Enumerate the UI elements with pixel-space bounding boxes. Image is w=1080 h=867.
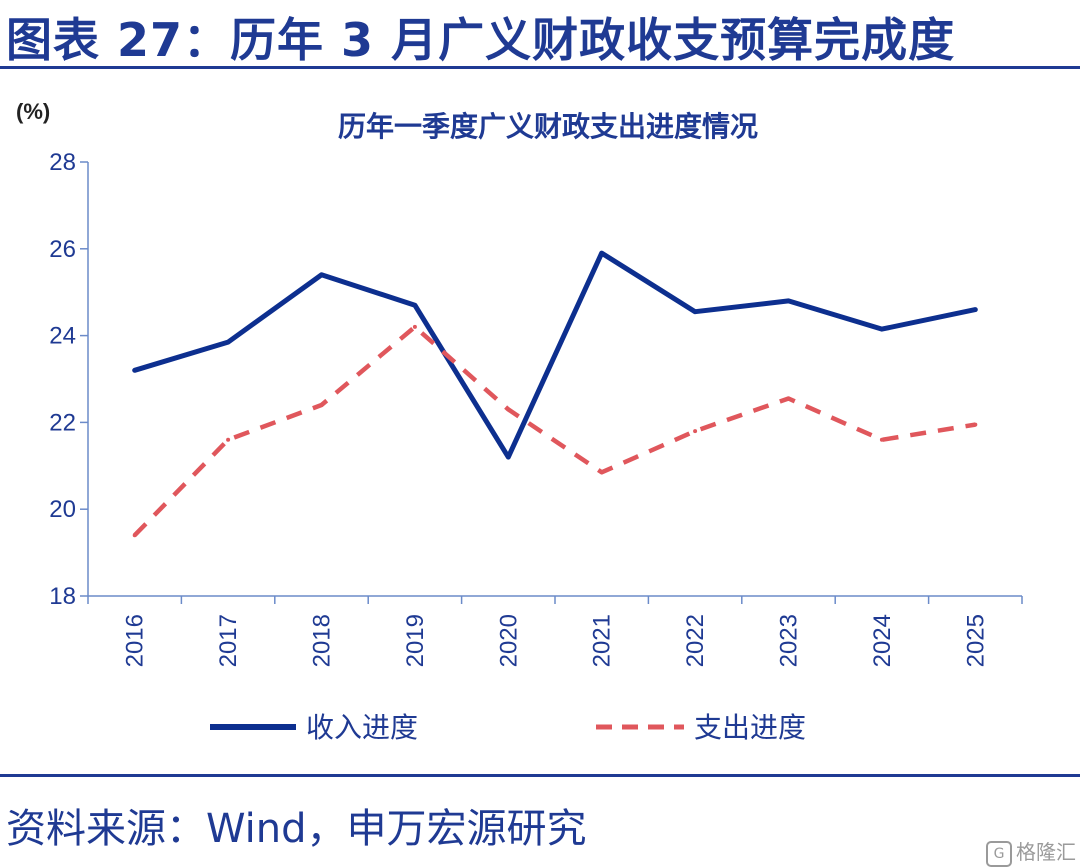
expense-point-2019 bbox=[412, 324, 417, 329]
x-tick-label: 2019 bbox=[402, 614, 429, 667]
watermark-logo-icon: G bbox=[986, 840, 1012, 867]
income-point-2020 bbox=[506, 455, 511, 460]
legend-label-income: 收入进度 bbox=[306, 711, 418, 744]
expense-point-2022 bbox=[693, 429, 698, 434]
watermark-text: 格隆汇 bbox=[1016, 840, 1076, 864]
income-point-2023 bbox=[786, 298, 791, 303]
y-tick-label: 24 bbox=[49, 323, 76, 350]
x-tick-label: 2017 bbox=[215, 614, 242, 667]
y-tick-label: 18 bbox=[49, 583, 76, 610]
source-note: 资料来源：Wind，申万宏源研究 bbox=[6, 806, 587, 852]
income-point-2025 bbox=[973, 307, 978, 312]
x-tick-label: 2022 bbox=[682, 614, 709, 667]
top-rule bbox=[0, 66, 1080, 69]
x-tick-label: 2021 bbox=[589, 614, 616, 667]
expense-point-2021 bbox=[599, 470, 604, 475]
expense-point-2016 bbox=[132, 533, 137, 538]
income-point-2016 bbox=[132, 368, 137, 373]
income-point-2022 bbox=[693, 309, 698, 314]
y-tick-label: 26 bbox=[49, 236, 76, 263]
expense-point-2023 bbox=[786, 396, 791, 401]
x-tick-label: 2023 bbox=[776, 614, 803, 667]
income-point-2017 bbox=[226, 340, 231, 345]
x-tick-label: 2025 bbox=[962, 614, 989, 667]
x-tick-label: 2024 bbox=[869, 614, 896, 667]
series-layer bbox=[132, 250, 978, 538]
income-point-2024 bbox=[879, 327, 884, 332]
bottom-rule bbox=[0, 774, 1080, 777]
y-tick-label: 22 bbox=[49, 409, 76, 436]
expense-point-2018 bbox=[319, 403, 324, 408]
expense-point-2017 bbox=[226, 437, 231, 442]
income-point-2019 bbox=[412, 303, 417, 308]
x-tick-label: 2018 bbox=[309, 614, 336, 667]
watermark: G 格隆汇 bbox=[986, 836, 1076, 867]
chart-title: 历年一季度广义财政支出进度情况 bbox=[338, 110, 758, 143]
legend-label-expense: 支出进度 bbox=[694, 711, 806, 744]
y-unit-label: (%) bbox=[16, 99, 50, 124]
figure-title: 图表 27：历年 3 月广义财政收支预算完成度 bbox=[6, 13, 956, 67]
y-tick-label: 20 bbox=[49, 496, 76, 523]
x-tick-label: 2020 bbox=[495, 614, 522, 667]
expense-point-2024 bbox=[879, 437, 884, 442]
x-tick-label: 2016 bbox=[122, 614, 149, 667]
legend: 收入进度 支出进度 bbox=[210, 711, 806, 744]
series-line-income bbox=[132, 250, 978, 460]
y-tick-label: 28 bbox=[49, 149, 76, 176]
series-line-expense bbox=[133, 324, 976, 537]
expense-point-2025 bbox=[973, 422, 978, 427]
income-point-2021 bbox=[599, 251, 604, 256]
expense-point-2020 bbox=[506, 407, 511, 412]
income-point-2018 bbox=[319, 272, 324, 277]
